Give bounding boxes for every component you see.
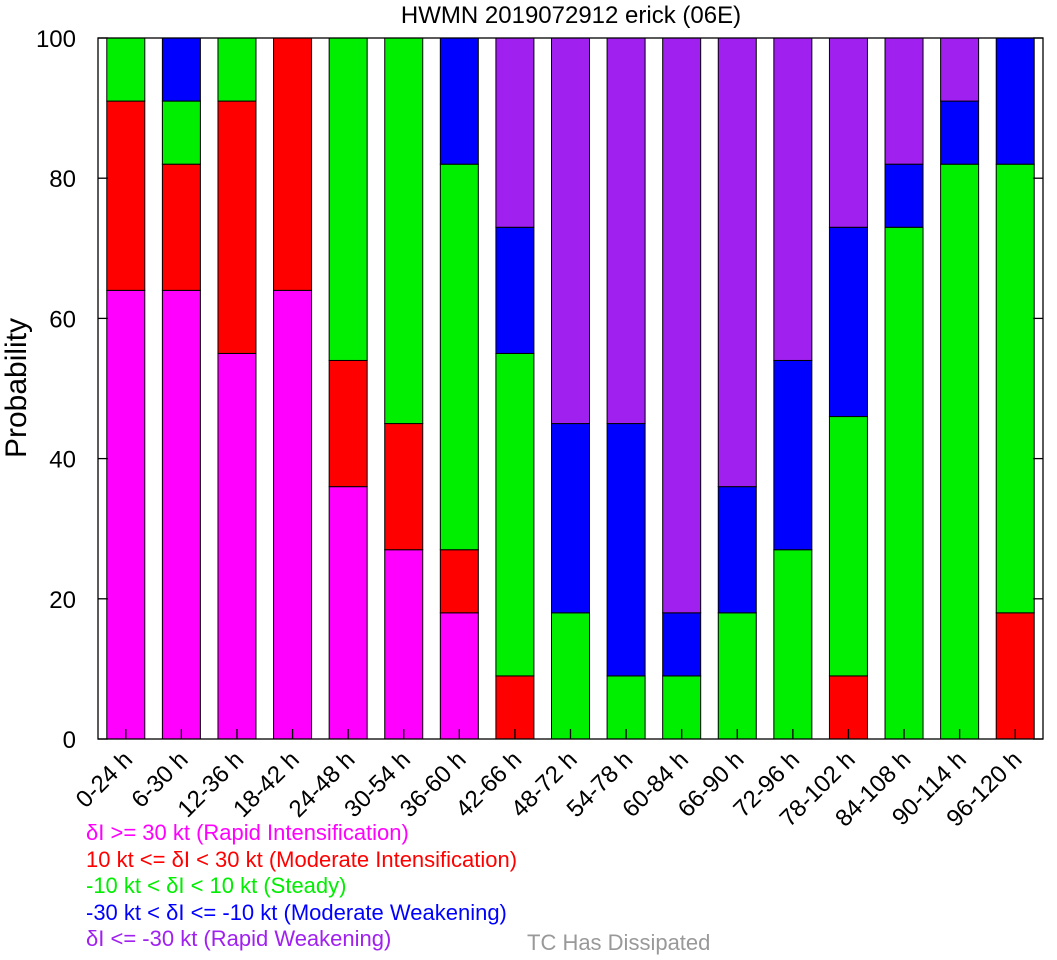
bar-segment-66-90-h-steady — [717, 612, 757, 740]
y-tick-labels: 0 20 40 60 80 100 — [36, 26, 76, 754]
bar-segment-84-108-h-steady — [884, 226, 924, 740]
bar-segment-36-60-h-rapid-intensification — [439, 612, 479, 740]
legend-item-moderate-intensification: 10 kt <= δI < 30 kt (Moderate Intensific… — [86, 846, 518, 872]
bar-segment-84-108-h-rapid-weakening — [884, 37, 924, 165]
bar-segment-96-120-h-moderate-weakening — [995, 37, 1035, 165]
bar-segment-78-102-h-steady — [828, 416, 868, 677]
bar-segment-24-48-h-steady — [328, 37, 368, 361]
y-tick-label-60: 60 — [49, 306, 76, 333]
bar-segment-12-36-h-steady — [217, 37, 257, 102]
bar-segment-96-120-h-steady — [995, 163, 1035, 614]
bar-segment-78-102-h-moderate-weakening — [828, 226, 868, 418]
y-tick-label-20: 20 — [49, 587, 76, 614]
bar-segment-18-42-h-moderate-intensification — [273, 37, 313, 291]
y-axis-label: Probability — [0, 318, 33, 458]
bar-segment-84-108-h-moderate-weakening — [884, 163, 924, 228]
bar-segment-48-72-h-moderate-weakening — [551, 423, 590, 614]
bar-segment-12-36-h-moderate-intensification — [217, 100, 257, 354]
bar-segment-66-90-h-rapid-weakening — [717, 37, 757, 488]
bar-segment-42-66-h-rapid-weakening — [495, 37, 535, 228]
bar-segment-72-96-h-steady — [773, 549, 813, 740]
bar-segment-54-78-h-steady — [606, 675, 646, 740]
bar-segment-0-24-h-moderate-intensification — [106, 100, 146, 291]
bar-segment-78-102-h-rapid-weakening — [828, 37, 868, 228]
tc-dissipated-label: TC Has Dissipated — [527, 930, 711, 955]
bar-segment-90-114-h-steady — [940, 163, 980, 740]
legend-item-rapid-intensification: δI >= 30 kt (Rapid Intensification) — [86, 820, 409, 845]
bar-segment-54-78-h-moderate-weakening — [606, 423, 646, 677]
bar-segment-0-24-h-rapid-intensification — [106, 289, 146, 740]
y-tick-label-80: 80 — [49, 166, 76, 193]
bar-segment-72-96-h-moderate-weakening — [773, 359, 813, 551]
axes-group — [97, 37, 1044, 740]
bar-segment-6-30-h-moderate-intensification — [161, 163, 201, 291]
bar-segment-30-54-h-moderate-intensification — [384, 423, 424, 551]
legend-item-moderate-weakening: -30 kt < δI <= -10 kt (Moderate Weakenin… — [86, 899, 507, 925]
bars-group — [106, 37, 1035, 740]
bar-segment-54-78-h-rapid-weakening — [606, 37, 646, 425]
bar-segment-48-72-h-rapid-weakening — [551, 37, 590, 425]
bar-segment-6-30-h-moderate-weakening — [161, 37, 201, 102]
bar-segment-18-42-h-rapid-intensification — [273, 289, 313, 740]
legend-item-steady: -10 kt < δI < 10 kt (Steady) — [86, 873, 347, 898]
bar-segment-90-114-h-rapid-weakening — [940, 37, 980, 102]
bar-segment-96-120-h-moderate-intensification — [995, 612, 1035, 740]
bar-segment-12-36-h-rapid-intensification — [217, 352, 257, 740]
y-tick-label-40: 40 — [49, 447, 76, 474]
bar-segment-42-66-h-moderate-weakening — [495, 226, 535, 354]
bar-segment-60-84-h-moderate-weakening — [662, 612, 702, 677]
bar-segment-24-48-h-rapid-intensification — [328, 486, 368, 740]
x-tick-label-0-24-h: 0-24 h — [71, 746, 138, 813]
bar-segment-42-66-h-steady — [495, 352, 535, 677]
chart-title: HWMN 2019072912 erick (06E) — [401, 2, 741, 29]
bar-segment-66-90-h-moderate-weakening — [717, 486, 757, 614]
bar-segment-6-30-h-steady — [161, 100, 201, 165]
bar-segment-78-102-h-moderate-intensification — [828, 675, 868, 740]
bar-segment-30-54-h-steady — [384, 37, 424, 425]
bar-segment-48-72-h-steady — [551, 612, 590, 740]
bar-segment-24-48-h-moderate-intensification — [328, 359, 368, 488]
bar-segment-72-96-h-rapid-weakening — [773, 37, 813, 361]
bar-segment-30-54-h-rapid-intensification — [384, 549, 424, 740]
bar-segment-60-84-h-rapid-weakening — [662, 37, 702, 614]
bar-segment-6-30-h-rapid-intensification — [161, 289, 201, 740]
y-tick-label-100: 100 — [36, 26, 76, 53]
bar-segment-90-114-h-moderate-weakening — [940, 100, 980, 165]
legend: δI >= 30 kt (Rapid Intensification) 10 k… — [86, 820, 517, 953]
bar-segment-36-60-h-moderate-intensification — [439, 549, 479, 614]
legend-item-rapid-weakening: δI <= -30 kt (Rapid Weakening) — [86, 926, 392, 951]
bar-segment-42-66-h-moderate-intensification — [495, 675, 535, 740]
y-tick-label-0: 0 — [63, 727, 76, 754]
bar-segment-36-60-h-steady — [439, 163, 479, 551]
bar-segment-36-60-h-moderate-weakening — [439, 37, 479, 165]
bar-segment-0-24-h-steady — [106, 37, 146, 102]
